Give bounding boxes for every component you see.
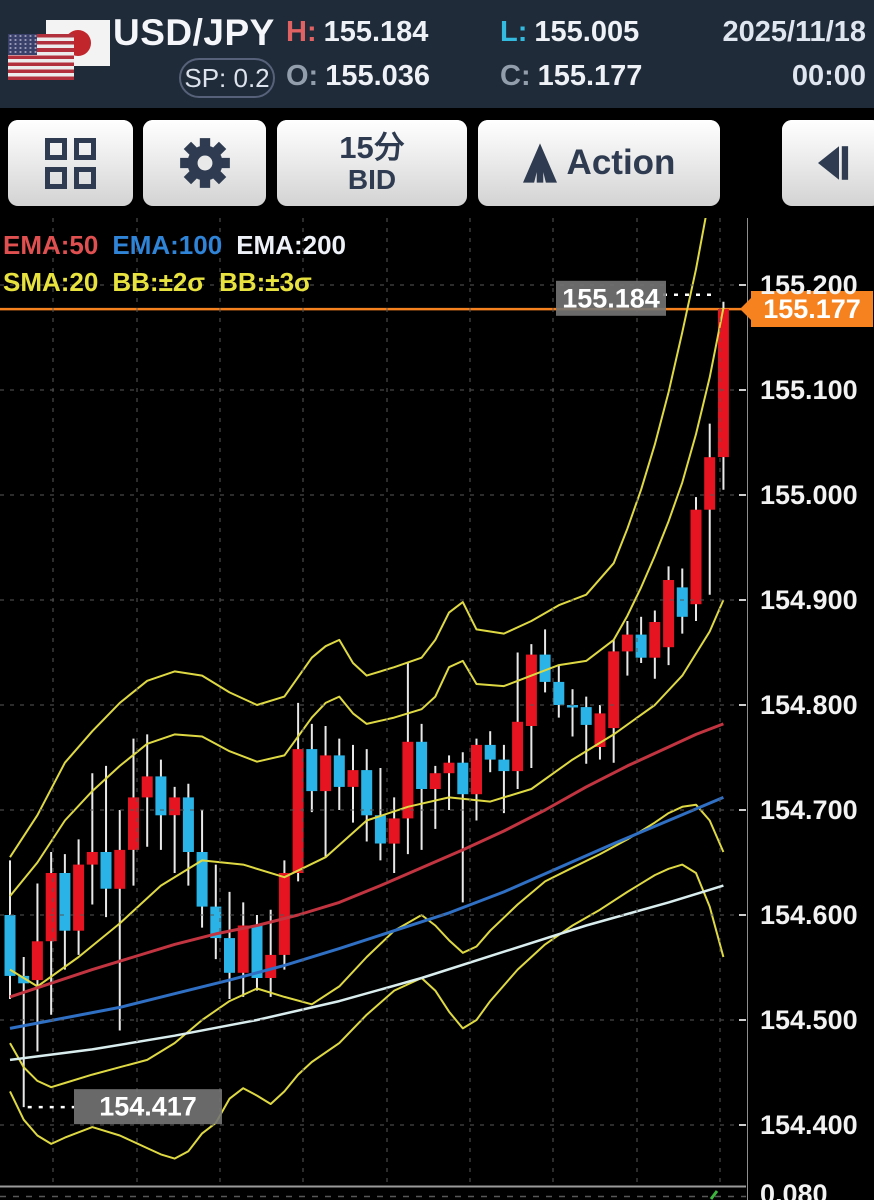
axis-price-label: 154.800 <box>760 690 858 720</box>
axis-price-label: 154.900 <box>760 585 858 615</box>
legend-item: BB:±3σ <box>219 267 312 297</box>
action-button[interactable]: Action <box>478 120 720 206</box>
high-value: 155.184 <box>323 16 429 48</box>
price-axis[interactable]: 155.177 155.200 155.100 155.000 154.900 154.… <box>740 218 874 1200</box>
step-back-button[interactable] <box>782 120 874 206</box>
overlay-ema200 <box>9 884 724 1062</box>
skip-back-icon <box>818 146 849 180</box>
gear-icon <box>179 138 230 188</box>
axis-price-label: 154.400 <box>760 1110 858 1140</box>
svg-text:154.417: 154.417 <box>99 1092 197 1122</box>
low-quote: L: 155.005 <box>500 16 639 49</box>
spread-badge: SP: 0.2 <box>179 58 275 98</box>
overlay-ema100 <box>9 796 724 1030</box>
current-price-badge: 155.177 <box>740 291 873 328</box>
high-label: H: <box>286 16 317 48</box>
close-label: C: <box>500 60 531 92</box>
toolbar: 15分 BID Action <box>0 108 874 218</box>
legend-item: BB:±2σ <box>112 267 206 297</box>
open-quote: O: 155.036 <box>286 60 430 93</box>
subpanel-scale-label: 0.080 <box>760 1179 828 1200</box>
currency-pair-flags[interactable] <box>8 18 110 90</box>
bid-label: BID <box>347 163 397 195</box>
open-label: O: <box>286 60 319 92</box>
low-value: 155.005 <box>534 16 640 48</box>
chart-time: 00:00 <box>791 60 866 92</box>
settings-button[interactable] <box>143 120 266 206</box>
overlay-sma20 <box>9 599 725 988</box>
high-quote: H: 155.184 <box>286 16 428 49</box>
axis-price-label: 154.600 <box>760 900 858 930</box>
legend-item: EMA:100 <box>112 230 223 260</box>
legend-row-bands: SMA:20 BB:±2σ BB:±3σ <box>3 264 360 301</box>
axis-price-label: 155.000 <box>760 480 858 510</box>
axis-price-label: 155.100 <box>760 375 858 405</box>
open-value: 155.036 <box>325 60 431 92</box>
indicator-legend: EMA:50 EMA:100 EMA:200 SMA:20 BB:±2σ BB:±3σ <box>3 227 360 301</box>
chart-date: 2025/11/18 <box>722 16 866 48</box>
overlay-bb_minus3 <box>9 863 725 1160</box>
timeframe-bid-button[interactable]: 15分 BID <box>277 120 467 206</box>
axis-price-label: 154.500 <box>760 1005 858 1035</box>
legend-item: EMA:200 <box>236 230 347 260</box>
timeframe-label: 15分 <box>339 130 405 166</box>
overlay-ema50 <box>9 722 724 999</box>
low-label: L: <box>500 16 528 48</box>
legend-item: EMA:50 <box>3 230 99 260</box>
pair-title: USD/JPY <box>113 12 275 53</box>
svg-text:155.184: 155.184 <box>562 283 660 313</box>
price-chart[interactable]: 155.184 154.417 <box>0 218 746 1200</box>
grid-icon <box>45 137 96 189</box>
legend-row-ema: EMA:50 EMA:100 EMA:200 <box>3 227 360 264</box>
close-value: 155.177 <box>537 60 643 92</box>
overlay-bb_plus2 <box>9 307 725 897</box>
axis-price-label: 155.200 <box>760 270 858 300</box>
overlay-bb_plus3 <box>9 218 707 858</box>
legend-item: SMA:20 <box>3 267 99 297</box>
us-flag-icon <box>8 34 74 80</box>
action-label: Action <box>566 143 676 182</box>
action-arrow-icon <box>522 143 557 183</box>
axis-price-label: 154.700 <box>760 795 858 825</box>
close-quote: C: 155.177 <box>500 60 642 93</box>
layout-grid-button[interactable] <box>8 120 133 206</box>
quote-header: USD/JPY SP: 0.2 H: 155.184 O: 155.036 L: 15… <box>0 0 874 108</box>
